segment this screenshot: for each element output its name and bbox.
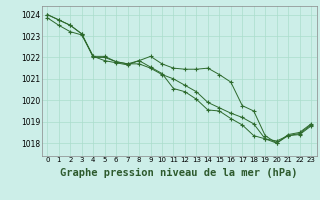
X-axis label: Graphe pression niveau de la mer (hPa): Graphe pression niveau de la mer (hPa) — [60, 168, 298, 178]
